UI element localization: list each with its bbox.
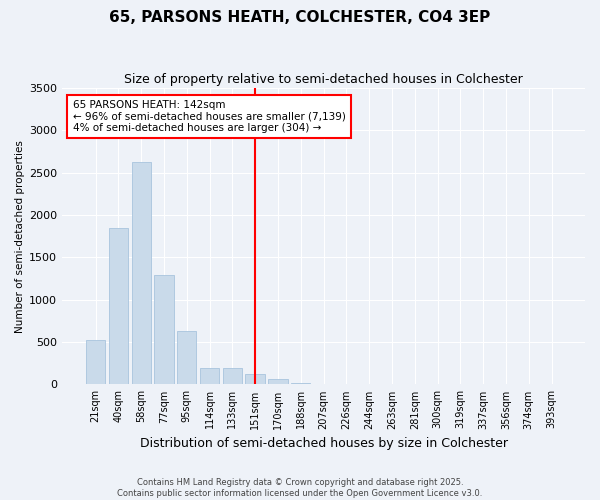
Text: 65, PARSONS HEATH, COLCHESTER, CO4 3EP: 65, PARSONS HEATH, COLCHESTER, CO4 3EP — [109, 10, 491, 25]
Bar — [268, 380, 287, 384]
Bar — [177, 331, 196, 384]
Bar — [291, 382, 310, 384]
Bar — [86, 340, 105, 384]
X-axis label: Distribution of semi-detached houses by size in Colchester: Distribution of semi-detached houses by … — [140, 437, 508, 450]
Title: Size of property relative to semi-detached houses in Colchester: Size of property relative to semi-detach… — [124, 72, 523, 86]
Bar — [245, 374, 265, 384]
Y-axis label: Number of semi-detached properties: Number of semi-detached properties — [15, 140, 25, 332]
Bar — [109, 228, 128, 384]
Text: 65 PARSONS HEATH: 142sqm
← 96% of semi-detached houses are smaller (7,139)
4% of: 65 PARSONS HEATH: 142sqm ← 96% of semi-d… — [73, 100, 346, 133]
Bar — [200, 368, 219, 384]
Text: Contains HM Land Registry data © Crown copyright and database right 2025.
Contai: Contains HM Land Registry data © Crown c… — [118, 478, 482, 498]
Bar — [154, 275, 173, 384]
Bar — [223, 368, 242, 384]
Bar — [131, 162, 151, 384]
